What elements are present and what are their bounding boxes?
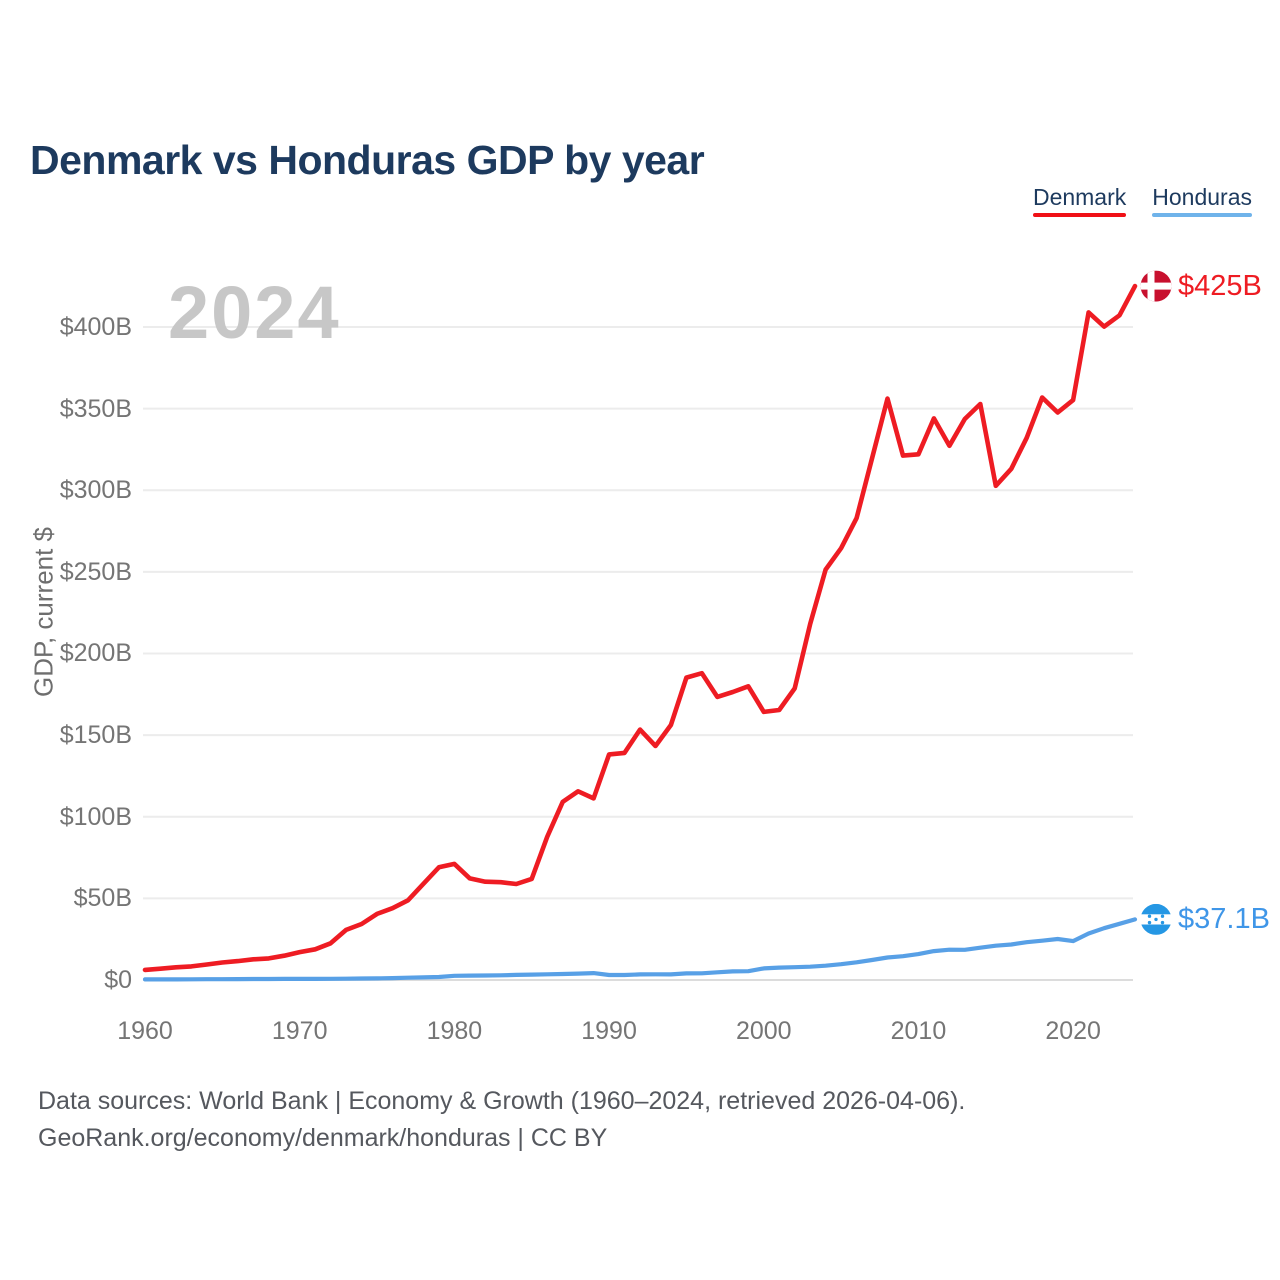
y-axis-tick-label: $300B <box>59 476 132 505</box>
legend-underline-denmark <box>1032 213 1127 217</box>
legend-item-honduras[interactable]: Honduras <box>1152 184 1252 217</box>
denmark-series-line[interactable] <box>142 283 1138 973</box>
legend-label-honduras: Honduras <box>1152 184 1252 210</box>
y-axis-tick-label: $250B <box>59 557 132 586</box>
honduras-series-line[interactable] <box>142 917 1138 982</box>
x-axis-tick-label: 1980 <box>426 1017 483 1045</box>
legend-label-denmark: Denmark <box>1032 184 1127 210</box>
x-axis-tick-label: 2010 <box>890 1017 947 1045</box>
legend-item-denmark[interactable]: Denmark <box>1032 184 1127 217</box>
y-axis-tick-label: $0 <box>104 966 132 994</box>
x-axis-tick-label: 1990 <box>581 1017 637 1045</box>
footer-sources: Data sources: World Bank | Economy & Gro… <box>38 1087 966 1115</box>
legend-underline-honduras <box>1152 213 1252 217</box>
denmark-value-label: $425B <box>1178 270 1262 303</box>
honduras-value-label: $37.1B <box>1178 903 1270 936</box>
y-axis-tick-label: $100B <box>59 802 132 831</box>
y-axis-tick-label: $150B <box>59 721 132 750</box>
page-title: Denmark vs Honduras GDP by year <box>30 137 705 184</box>
honduras-flag-icon <box>1140 903 1172 935</box>
x-axis-tick-label: 1970 <box>271 1017 328 1045</box>
x-axis-tick-label: 2000 <box>735 1017 792 1045</box>
year-watermark: 2024 <box>168 271 341 354</box>
y-axis-tick-label: $50B <box>73 884 132 913</box>
y-axis-tick-label: $400B <box>59 312 132 341</box>
y-axis-tick-label: $200B <box>59 639 132 668</box>
footer-attribution: GeoRank.org/economy/denmark/honduras | C… <box>38 1124 608 1152</box>
x-axis-tick-label: 2020 <box>1045 1017 1101 1045</box>
legend: Denmark Honduras <box>1032 184 1252 217</box>
x-axis-tick-label: 1960 <box>117 1017 173 1045</box>
y-axis-tick-label: $350B <box>59 394 132 423</box>
denmark-flag-icon <box>1140 270 1172 302</box>
